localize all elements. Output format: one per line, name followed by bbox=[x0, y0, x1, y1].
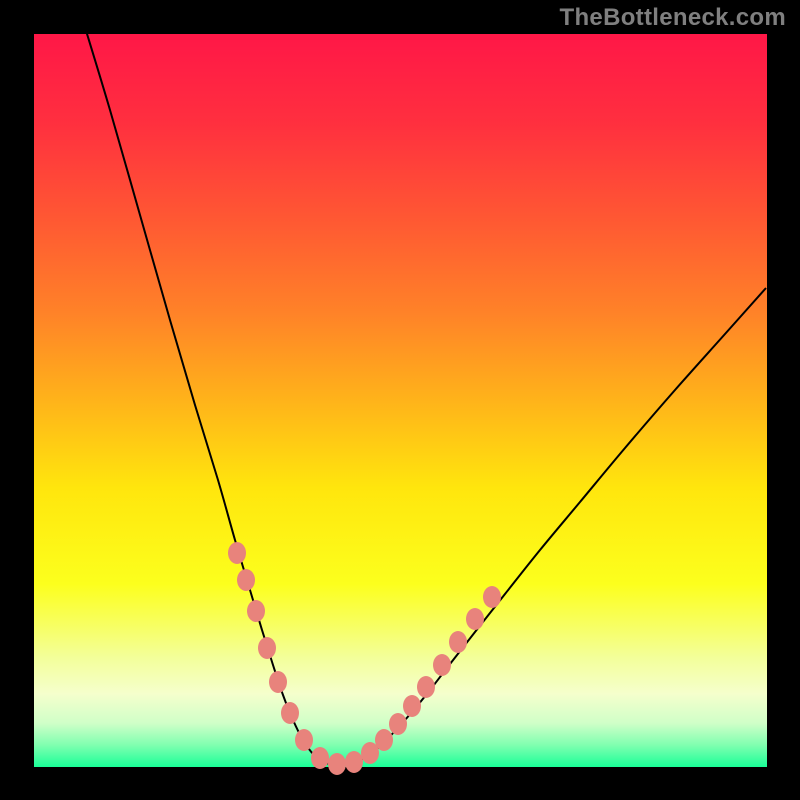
plot-area bbox=[34, 34, 767, 767]
data-marker bbox=[417, 676, 435, 698]
data-marker bbox=[449, 631, 467, 653]
data-marker bbox=[345, 751, 363, 773]
data-marker bbox=[269, 671, 287, 693]
chart-svg bbox=[0, 0, 800, 800]
data-marker bbox=[483, 586, 501, 608]
data-marker bbox=[375, 729, 393, 751]
data-marker bbox=[247, 600, 265, 622]
chart-canvas: TheBottleneck.com bbox=[0, 0, 800, 800]
data-marker bbox=[228, 542, 246, 564]
watermark-text: TheBottleneck.com bbox=[560, 4, 786, 32]
data-marker bbox=[433, 654, 451, 676]
data-marker bbox=[295, 729, 313, 751]
data-marker bbox=[466, 608, 484, 630]
data-marker bbox=[403, 695, 421, 717]
data-marker bbox=[389, 713, 407, 735]
data-marker bbox=[328, 753, 346, 775]
data-marker bbox=[311, 747, 329, 769]
data-marker bbox=[258, 637, 276, 659]
data-marker bbox=[237, 569, 255, 591]
data-marker bbox=[281, 702, 299, 724]
